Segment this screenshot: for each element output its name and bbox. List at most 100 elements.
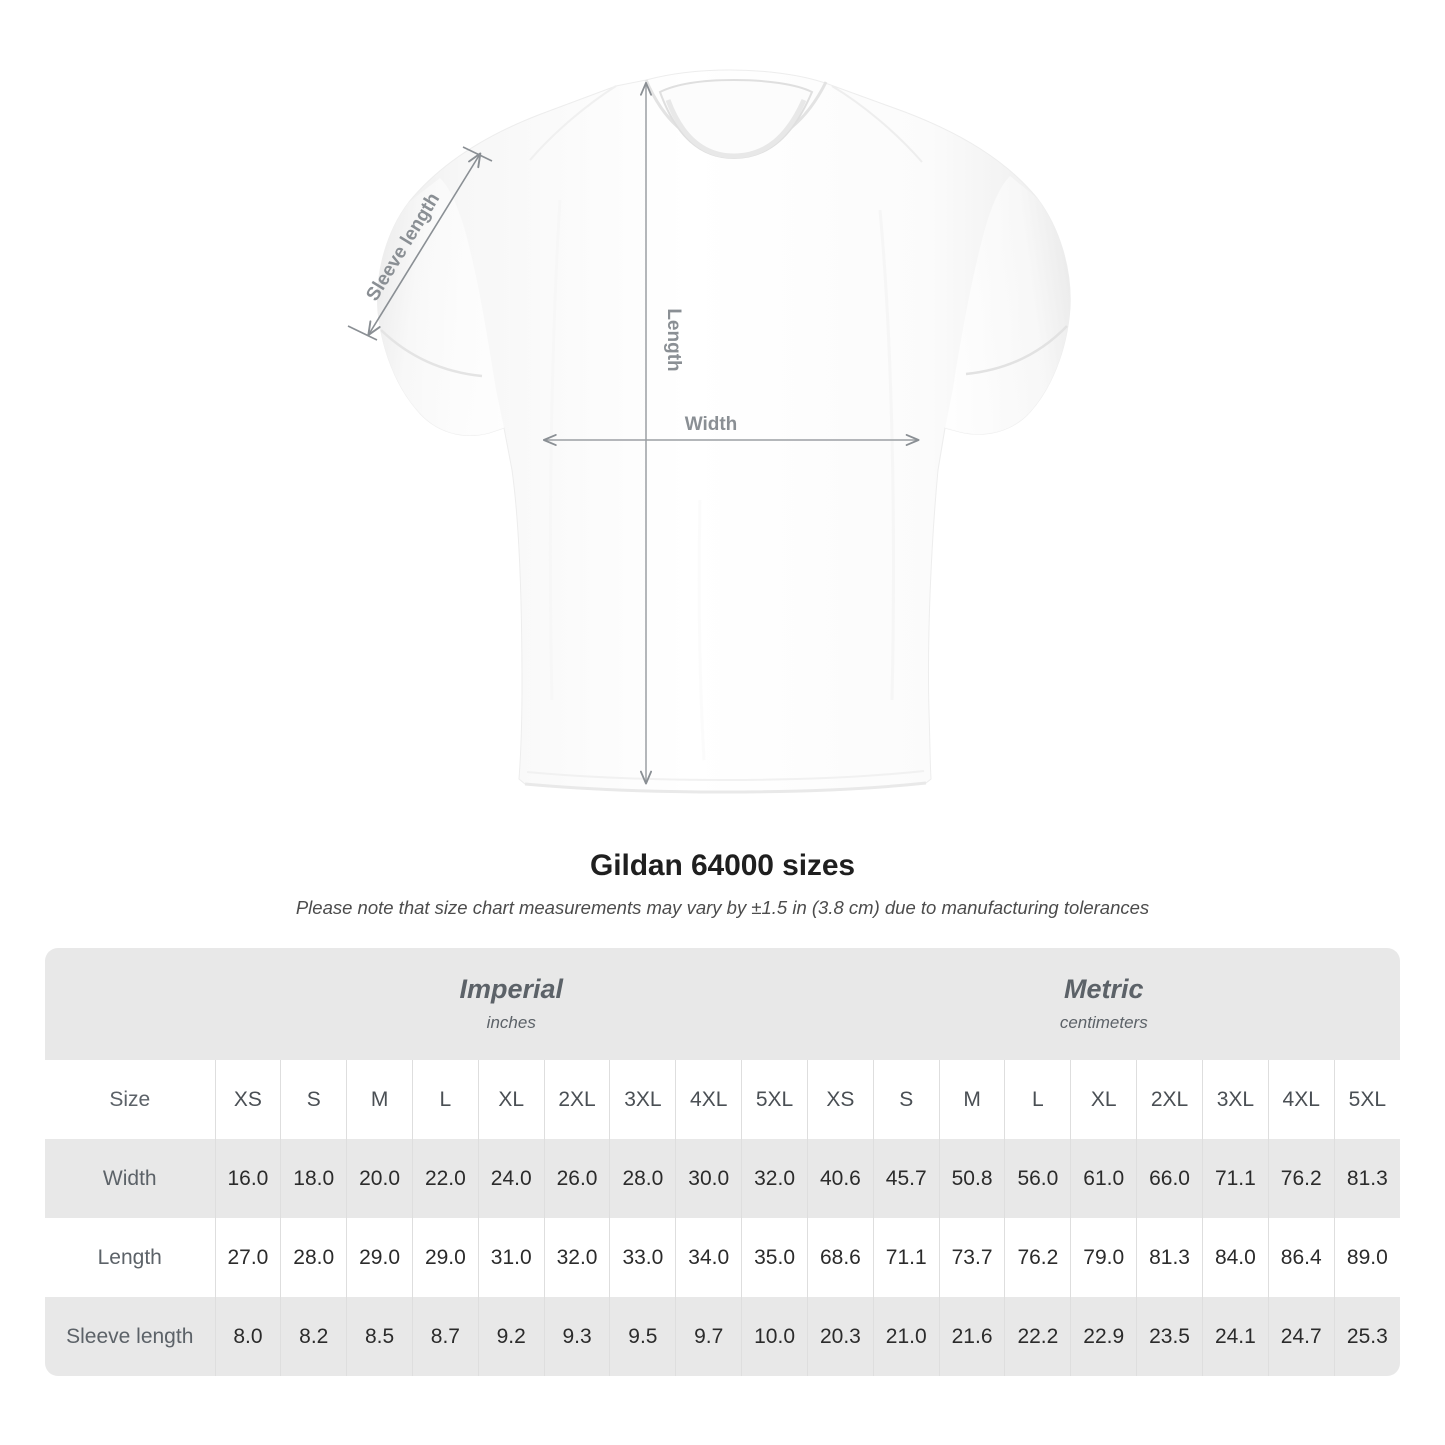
measurement-cell: 20.0: [346, 1139, 413, 1218]
measurement-cell: 24.1: [1201, 1297, 1269, 1376]
measurement-cell: 30.0: [675, 1139, 742, 1218]
table-row: Length 27.0 28.0 29.0 29.0 31.0 32.0 33.0 34.0 35…: [45, 1218, 1400, 1297]
fold-3: [697, 499, 706, 761]
size-column-header-imperial-3xl: 3XL: [609, 1060, 676, 1139]
measurement-cell: 9.3: [543, 1297, 610, 1376]
length-label: Length: [663, 308, 684, 371]
measurement-cell: 86.4: [1267, 1218, 1335, 1297]
unit-group-subtitle: inches: [486, 1012, 536, 1032]
measurement-cell: 68.6: [807, 1218, 874, 1297]
measurement-cell: 22.9: [1070, 1297, 1137, 1376]
right-shoulder-seam: [831, 85, 923, 163]
unit-group-name: Metric: [1064, 974, 1144, 1005]
measurement-cell: 29.0: [411, 1218, 479, 1297]
measurement-cell: 79.0: [1070, 1218, 1137, 1297]
measurement-cell: 18.0: [280, 1139, 347, 1218]
size-column-header-imperial-2xl: 2XL: [543, 1060, 610, 1139]
measurement-cell: 8.5: [346, 1297, 413, 1376]
measurement-cell: 9.2: [477, 1297, 545, 1376]
size-column-header-metric-3xl: 3XL: [1201, 1060, 1269, 1139]
measurement-cell: 84.0: [1201, 1218, 1269, 1297]
measurement-cell: 20.3: [807, 1297, 874, 1376]
size-column-header-metric-l: L: [1004, 1060, 1071, 1139]
left-sleeve-hem: [380, 329, 483, 378]
measurement-cell: 10.0: [741, 1297, 808, 1376]
size-column-header-imperial-s: S: [280, 1060, 347, 1139]
unit-header-row: Imperial inches Metric centimeters: [45, 948, 1400, 1060]
left-shoulder-seam: [529, 85, 617, 161]
size-column-header-metric-4xl: 4XL: [1267, 1060, 1335, 1139]
measurement-cell: 71.1: [1201, 1139, 1269, 1218]
measurement-cell: 32.0: [543, 1218, 610, 1297]
tshirt-diagram: Sleeve length Length Width: [347, 69, 1071, 794]
size-column-header-metric-xs: XS: [807, 1060, 874, 1139]
size-column-header-metric-s: S: [872, 1060, 940, 1139]
width-label: Width: [685, 414, 738, 435]
fold-1: [548, 199, 562, 701]
measurement-cell: 25.3: [1333, 1297, 1400, 1376]
measurement-cell: 71.1: [872, 1218, 940, 1297]
size-column-header-imperial-xs: XS: [214, 1060, 281, 1139]
measurement-cell: 21.6: [938, 1297, 1005, 1376]
size-column-header-imperial-l: L: [411, 1060, 479, 1139]
page-title: Gildan 64000 sizes: [589, 849, 856, 882]
measurement-cell: 31.0: [477, 1218, 545, 1297]
measurement-cell: 45.7: [872, 1139, 940, 1218]
table-row: Width 16.0 18.0 20.0 22.0 24.0 26.0 28.0 30.0 32.…: [45, 1139, 1400, 1218]
measurement-cell: 81.3: [1136, 1218, 1203, 1297]
measurement-cell: 50.8: [938, 1139, 1005, 1218]
measurement-cell: 28.0: [280, 1218, 347, 1297]
measurement-cell: 35.0: [741, 1218, 808, 1297]
size-column-header-imperial-4xl: 4XL: [675, 1060, 742, 1139]
tolerance-note: Please note that size chart measurements…: [295, 897, 1150, 918]
measurement-cell: 8.7: [411, 1297, 479, 1376]
size-column-header-imperial-5xl: 5XL: [741, 1060, 808, 1139]
measurement-cell: 26.0: [543, 1139, 610, 1218]
measurement-cell: 27.0: [214, 1218, 281, 1297]
size-column-header-metric-5xl: 5XL: [1333, 1060, 1400, 1139]
bottom-hem: [524, 781, 927, 794]
measurement-cell: 22.2: [1004, 1297, 1071, 1376]
measurement-cell: 21.0: [872, 1297, 940, 1376]
measurement-row-label: Width: [45, 1139, 215, 1218]
size-column-header-metric-2xl: 2XL: [1136, 1060, 1203, 1139]
width-annotation: Width: [542, 414, 920, 446]
measurement-cell: 40.6: [807, 1139, 874, 1218]
measurement-cell: 66.0: [1136, 1139, 1203, 1218]
unit-group-imperial: Imperial inches: [215, 948, 808, 1060]
measurement-cell: 24.7: [1267, 1297, 1335, 1376]
measurement-cell: 76.2: [1004, 1218, 1071, 1297]
measurement-cell: 29.0: [346, 1218, 413, 1297]
measurement-cell: 8.2: [280, 1297, 347, 1376]
measurement-cell: 23.5: [1136, 1297, 1203, 1376]
measurement-cell: 76.2: [1267, 1139, 1335, 1218]
length-annotation: Length: [640, 81, 684, 785]
size-header-label: Size: [45, 1060, 215, 1139]
tshirt-silhouette: [377, 69, 1071, 794]
table-row: Sleeve length 8.0 8.2 8.5 8.7 9.2 9.3 9.5 9.7 10.…: [45, 1297, 1400, 1376]
size-column-header-imperial-m: M: [346, 1060, 413, 1139]
sleeve-tick-bottom: [347, 325, 378, 341]
unit-header-spacer: [45, 948, 215, 1060]
measurement-row-label: Sleeve length: [45, 1297, 215, 1376]
measurement-cell: 32.0: [741, 1139, 808, 1218]
size-table: Imperial inches Metric centimeters Size XS S M L…: [45, 948, 1400, 1376]
size-header-row: Size XS S M L XL 2XL 3XL 4XL 5XL XS S M L XL 2XL 3XL 4XL 5…: [45, 1060, 1400, 1139]
sleeve-length-arrow: [367, 152, 482, 337]
measurement-cell: 56.0: [1004, 1139, 1071, 1218]
measurement-row-label: Length: [45, 1218, 215, 1297]
measurement-cell: 9.5: [609, 1297, 676, 1376]
unit-group-subtitle: centimeters: [1059, 1012, 1148, 1032]
measurement-cell: 81.3: [1333, 1139, 1400, 1218]
size-table-container: Imperial inches Metric centimeters Size XS S M L…: [45, 948, 1400, 1376]
measurement-cell: 34.0: [675, 1218, 742, 1297]
measurement-cell: 8.0: [214, 1297, 281, 1376]
size-column-header-metric-xl: XL: [1070, 1060, 1137, 1139]
unit-group-name: Imperial: [459, 974, 564, 1005]
measurement-cell: 9.7: [675, 1297, 742, 1376]
measurement-cell: 16.0: [214, 1139, 281, 1218]
measurement-cell: 22.0: [411, 1139, 479, 1218]
unit-group-metric: Metric centimeters: [807, 948, 1400, 1060]
right-sleeve-hem: [965, 325, 1068, 376]
